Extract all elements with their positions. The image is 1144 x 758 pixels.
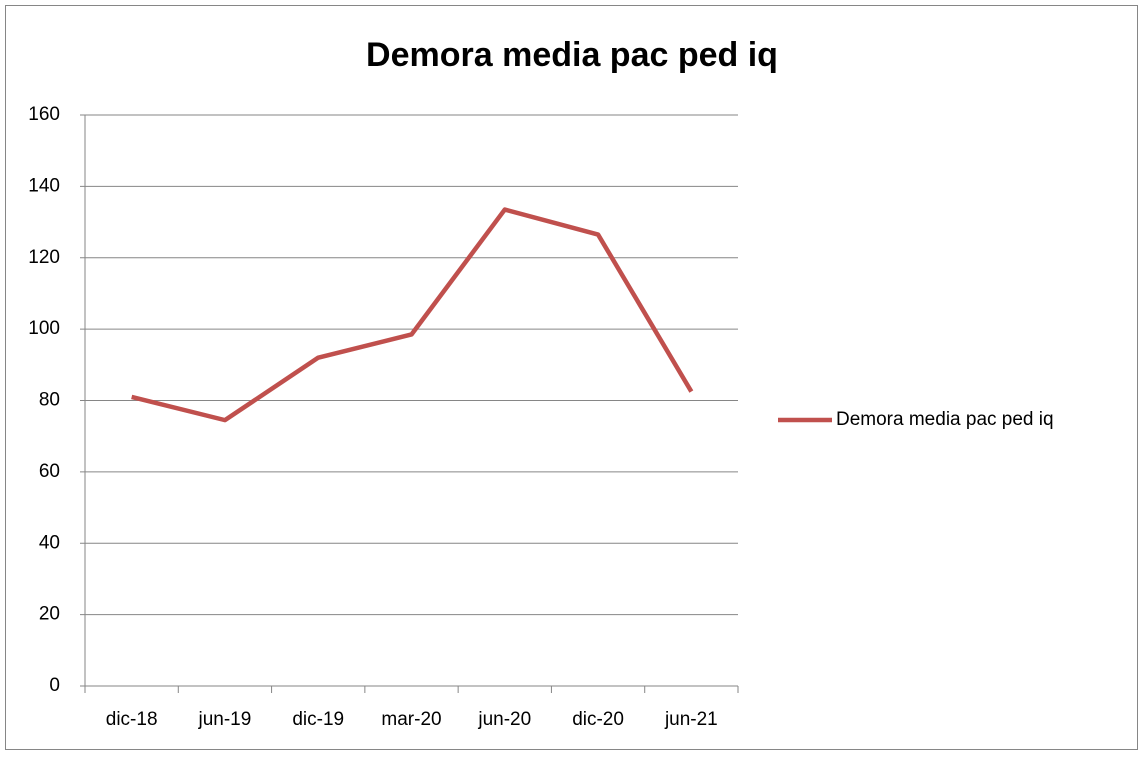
x-tick-label: dic-20: [572, 709, 624, 730]
x-tick-label: jun-19: [198, 709, 252, 730]
legend-label: Demora media pac ped iq: [836, 409, 1054, 430]
x-tick-label: jun-21: [664, 709, 718, 730]
x-tick-label: jun-20: [477, 709, 531, 730]
x-tick-label: dic-18: [106, 709, 158, 730]
y-tick-label: 120: [28, 247, 60, 268]
y-tick-label: 60: [39, 461, 60, 482]
y-tick-label: 100: [28, 318, 60, 339]
chart-border: [5, 5, 1138, 750]
data-line: [131, 207, 694, 423]
y-tick-label: 80: [39, 390, 60, 411]
y-tick-label: 20: [39, 604, 60, 625]
y-tick-label: 0: [49, 675, 60, 696]
x-tick-label: mar-20: [381, 709, 441, 730]
chart-title: Demora media pac ped iq: [366, 36, 778, 74]
y-tick-label: 160: [28, 104, 60, 125]
y-tick-label: 140: [28, 175, 60, 196]
y-tick-label: 40: [39, 532, 60, 553]
x-tick-label: dic-19: [292, 709, 344, 730]
